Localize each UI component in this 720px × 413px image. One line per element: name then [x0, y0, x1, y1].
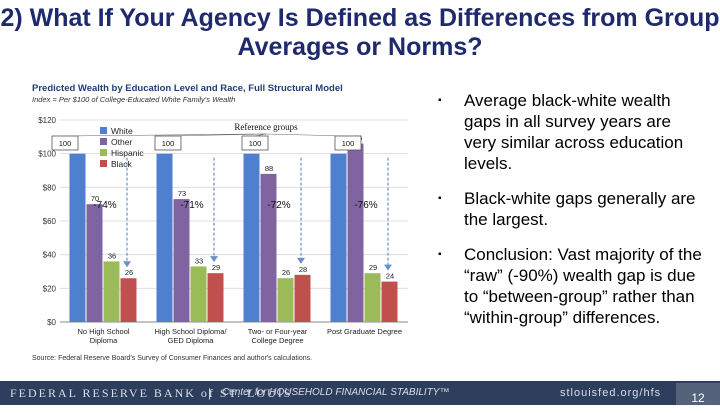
legend-label: White [111, 126, 133, 136]
x-tick-label: Diploma [90, 336, 118, 345]
bar-other [260, 173, 277, 322]
bar-black [120, 278, 137, 322]
data-label: 88 [265, 164, 273, 173]
bullet-item: ▪ Black-white gaps generally are the larg… [432, 188, 702, 230]
y-tick-label: $120 [38, 116, 56, 125]
bar-other [347, 143, 364, 322]
footer-bar: FEDERAL RESERVE BANK of ST. LOUIS | Cent… [0, 381, 720, 405]
bar-black [294, 274, 311, 322]
x-tick-label: Two- or Four-year [248, 327, 308, 336]
reference-connector [167, 133, 267, 137]
reference-connector [265, 133, 349, 137]
bar-hispanic [364, 273, 381, 322]
legend-swatch-black [100, 160, 107, 167]
slide-title: 2) What If Your Agency Is Defined as Dif… [0, 4, 720, 61]
y-tick-label: $40 [43, 251, 57, 260]
data-label: 33 [195, 256, 203, 265]
legend-label: Hispanic [111, 148, 144, 158]
bar-white [243, 153, 260, 322]
bar-white [330, 153, 347, 322]
bullet-marker-icon: ▪ [438, 249, 442, 260]
legend-swatch-hispanic [100, 149, 107, 156]
bar-black [381, 281, 398, 322]
legend-label: Other [111, 137, 132, 147]
footer-institution: FEDERAL RESERVE BANK of ST. LOUIS [10, 386, 293, 400]
data-label: 29 [212, 263, 220, 272]
page-number: 12 [676, 383, 720, 405]
reference-connector [64, 133, 267, 137]
y-tick-label: $20 [43, 284, 57, 293]
chart-subtitle: Index = Per $100 of College-Educated Whi… [32, 95, 235, 104]
bar-other [86, 204, 103, 322]
gap-arrow-head [210, 256, 218, 263]
bar-other [173, 199, 190, 322]
gap-arrow-head [123, 261, 131, 268]
bullet-item: ▪ Conclusion: Vast majority of the “raw” … [432, 244, 702, 328]
bar-white [156, 153, 173, 322]
data-label: 24 [386, 272, 394, 281]
data-label: 29 [369, 263, 377, 272]
bullet-marker-icon: ▪ [438, 95, 442, 106]
gap-label: -76% [354, 200, 377, 211]
reference-value-label: 100 [342, 139, 355, 148]
legend-label: Black [111, 159, 133, 169]
gap-arrow-head [384, 264, 392, 271]
bullet-list: ▪ Average black-white wealth gaps in all … [432, 90, 702, 342]
footer-url: stlouisfed.org/hfs [560, 387, 662, 399]
gap-label: -71% [180, 200, 203, 211]
bar-black [207, 273, 224, 322]
reference-value-label: 100 [249, 139, 262, 148]
reference-connector [254, 133, 267, 137]
gap-arrow-head [297, 257, 305, 264]
bar-white [69, 153, 86, 322]
reference-groups-label: Reference groups [234, 122, 298, 132]
reference-value-label: 100 [162, 139, 175, 148]
data-label: 73 [178, 189, 186, 198]
y-tick-label: $0 [47, 318, 56, 327]
bar-hispanic [103, 261, 120, 322]
bullet-text: Conclusion: Vast majority of the “raw” (… [464, 245, 702, 327]
x-tick-label: High School Diploma/ [154, 327, 227, 336]
bar-hispanic [277, 278, 294, 322]
chart-container: Predicted Wealth by Education Level and … [30, 80, 440, 385]
y-tick-label: $80 [43, 183, 57, 192]
chart-title: Predicted Wealth by Education Level and … [32, 83, 343, 94]
footer-center-name: Center for HOUSEHOLD FINANCIAL STABILITY… [222, 387, 450, 398]
gap-label: -74% [93, 200, 116, 211]
bar-hispanic [190, 266, 207, 322]
bullet-marker-icon: ▪ [438, 193, 442, 204]
legend-swatch-white [100, 127, 107, 134]
bullet-item: ▪ Average black-white wealth gaps in all … [432, 90, 702, 174]
x-tick-label: College Degree [251, 336, 303, 345]
y-tick-label: $60 [43, 217, 57, 226]
bullet-text: Black-white gaps generally are the large… [464, 189, 696, 229]
data-label: 26 [282, 268, 290, 277]
gap-label: -72% [267, 200, 290, 211]
x-tick-label: GED Diploma [168, 336, 215, 345]
bar-chart: Predicted Wealth by Education Level and … [32, 83, 408, 362]
data-label: 26 [125, 268, 133, 277]
footer-separator: | [208, 386, 212, 400]
data-label: 70 [91, 194, 99, 203]
x-tick-label: No High School [77, 327, 129, 336]
chart-source: Source: Federal Reserve Board's Survey o… [32, 355, 312, 362]
reference-value-label: 100 [59, 139, 72, 148]
legend-swatch-other [100, 138, 107, 145]
bullet-text: Average black-white wealth gaps in all s… [464, 91, 684, 173]
data-label: 28 [299, 265, 307, 274]
x-tick-label: Post Graduate Degree [327, 327, 402, 336]
y-tick-label: $100 [38, 150, 56, 159]
data-label: 36 [108, 251, 116, 260]
